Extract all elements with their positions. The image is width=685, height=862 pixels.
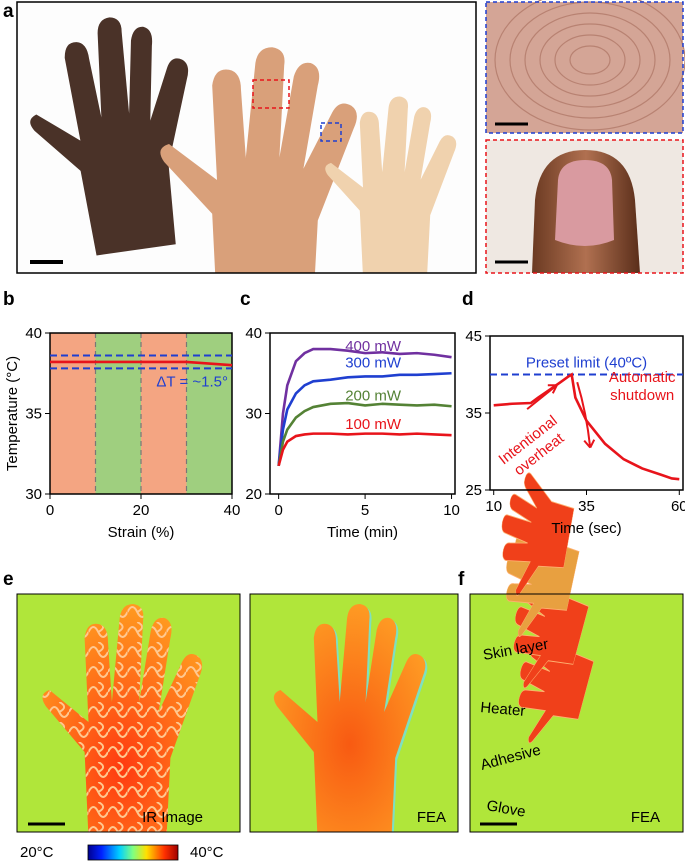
- band: [141, 333, 187, 494]
- y-tick-label: 40: [25, 325, 42, 342]
- panel-label: d: [462, 289, 474, 310]
- ir-image: [17, 594, 240, 832]
- fea-layers: [469, 468, 684, 833]
- y-tick-label: 20: [245, 486, 262, 503]
- x-axis-label: Time (sec): [551, 520, 621, 537]
- data-line: [50, 360, 233, 367]
- annotation: ΔT = ~1.5°: [156, 373, 228, 390]
- fea-image: [250, 594, 458, 832]
- panel-label: b: [3, 289, 15, 310]
- inset-fingernail: [485, 139, 684, 274]
- panel-label: e: [3, 569, 14, 590]
- y-tick-label: 35: [465, 405, 482, 422]
- legend-entry: 300 mW: [345, 354, 402, 371]
- annotation: shutdown: [610, 387, 674, 404]
- annotation: Preset limit (40ºC): [526, 355, 647, 372]
- zoom-box: [252, 79, 290, 109]
- annotation: Automatic: [609, 369, 676, 386]
- arrow: [526, 384, 558, 410]
- panel-label: c: [240, 289, 251, 310]
- layer-label: Heater: [480, 699, 526, 720]
- panel-label: f: [458, 569, 465, 590]
- y-tick-label: 30: [25, 486, 42, 503]
- panel-label: a: [3, 1, 14, 22]
- x-tick-label: 0: [274, 502, 282, 519]
- image-label: IR Image: [142, 809, 203, 826]
- data-line: [493, 372, 680, 481]
- x-tick-label: 20: [133, 502, 150, 519]
- data-line: [277, 347, 452, 466]
- zoom-box: [320, 122, 342, 142]
- x-axis-label: Strain (%): [108, 524, 175, 541]
- colorbar-max: 40°C: [190, 844, 224, 861]
- y-tick-label: 30: [245, 406, 262, 423]
- inset-fingerprint: [485, 0, 685, 134]
- image-label: FEA: [631, 809, 660, 826]
- x-tick-label: 60: [671, 498, 685, 515]
- y-tick-label: 45: [465, 328, 482, 345]
- x-tick-label: 40: [224, 502, 241, 519]
- y-tick-label: 25: [465, 482, 482, 499]
- data-line: [277, 401, 452, 467]
- x-tick-label: 35: [578, 498, 595, 515]
- x-tick-label: 0: [46, 502, 54, 519]
- legend-entry: 400 mW: [345, 338, 402, 355]
- band: [95, 333, 141, 494]
- x-tick-label: 10: [485, 498, 502, 515]
- layer-label: Glove: [485, 797, 527, 821]
- arrow: [576, 381, 596, 449]
- band: [50, 333, 96, 494]
- y-axis-label: Temperature (°C): [4, 356, 21, 471]
- x-tick-label: 10: [443, 502, 460, 519]
- colorbar-min: 20°C: [20, 844, 54, 861]
- image-label: FEA: [417, 809, 446, 826]
- legend-entry: 100 mW: [345, 416, 402, 433]
- legend-entry: 200 mW: [345, 387, 402, 404]
- x-tick-label: 5: [361, 502, 369, 519]
- data-line: [277, 432, 452, 467]
- x-axis-label: Time (min): [327, 524, 398, 541]
- panel-frame: [249, 593, 459, 833]
- panel-frame: [16, 593, 241, 833]
- band: [186, 333, 232, 494]
- colorbar: [87, 844, 179, 861]
- photo-hands: [17, 2, 476, 273]
- panel-frame: [16, 1, 477, 274]
- y-tick-label: 40: [245, 325, 262, 342]
- data-line: [277, 371, 452, 466]
- y-tick-label: 35: [25, 406, 42, 423]
